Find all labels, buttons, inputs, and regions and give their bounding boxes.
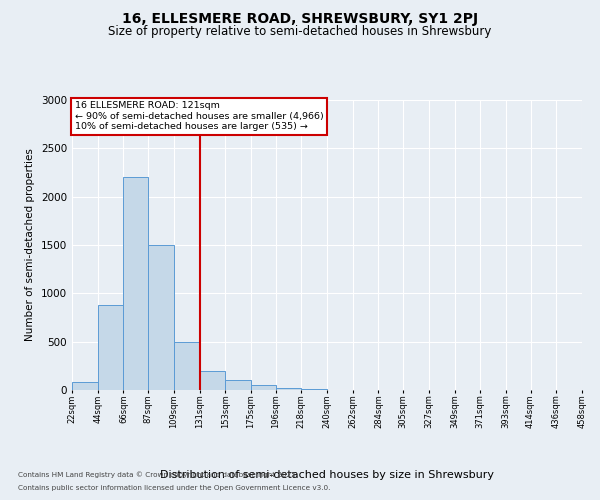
Bar <box>301 389 327 390</box>
Bar <box>72 382 98 390</box>
X-axis label: Distribution of semi-detached houses by size in Shrewsbury: Distribution of semi-detached houses by … <box>160 470 494 480</box>
Text: Contains HM Land Registry data © Crown copyright and database right 2025.: Contains HM Land Registry data © Crown c… <box>18 472 298 478</box>
Bar <box>124 178 148 390</box>
Bar <box>251 384 275 390</box>
Text: Contains public sector information licensed under the Open Government Licence v3: Contains public sector information licen… <box>18 485 331 491</box>
Bar <box>199 370 225 390</box>
Bar <box>148 245 174 390</box>
Text: 16, ELLESMERE ROAD, SHREWSBURY, SY1 2PJ: 16, ELLESMERE ROAD, SHREWSBURY, SY1 2PJ <box>122 12 478 26</box>
Y-axis label: Number of semi-detached properties: Number of semi-detached properties <box>25 148 35 342</box>
Bar <box>275 388 301 390</box>
Text: 16 ELLESMERE ROAD: 121sqm
← 90% of semi-detached houses are smaller (4,966)
10% : 16 ELLESMERE ROAD: 121sqm ← 90% of semi-… <box>74 102 323 132</box>
Text: Size of property relative to semi-detached houses in Shrewsbury: Size of property relative to semi-detach… <box>109 25 491 38</box>
Bar <box>225 380 251 390</box>
Bar <box>98 305 124 390</box>
Bar <box>174 342 199 390</box>
